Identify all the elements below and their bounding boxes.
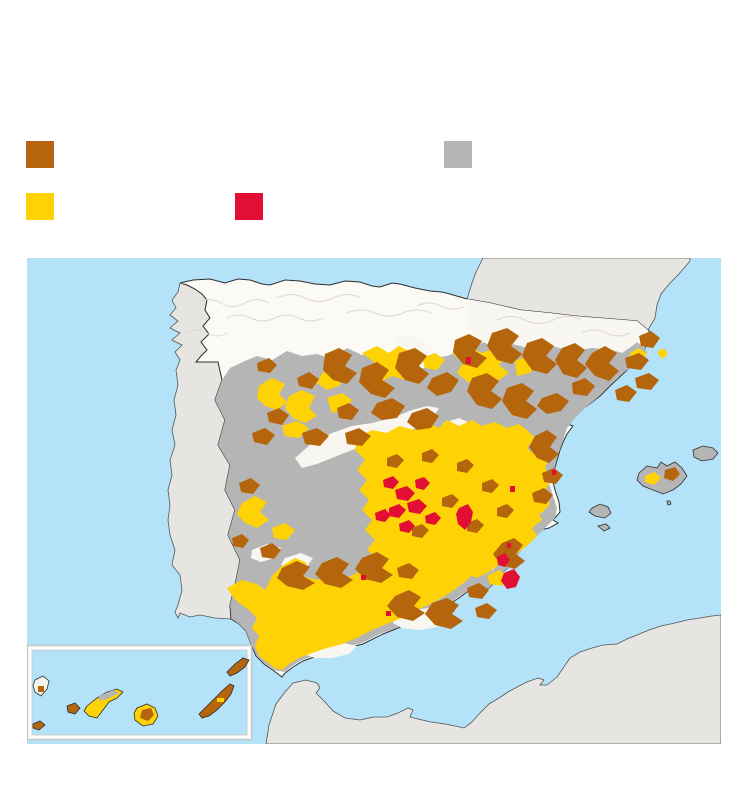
spain-risk-map	[27, 258, 721, 744]
canary-islands-inset	[27, 644, 253, 741]
relief-lines	[186, 294, 631, 337]
mallorca-brown	[664, 467, 680, 481]
legend-swatch-yellow	[26, 193, 54, 220]
risk-zone-brown	[232, 328, 660, 629]
map-container	[27, 258, 721, 744]
la-palma-brown	[38, 686, 44, 692]
gran-canaria-brown	[140, 708, 154, 721]
balearic-islands	[588, 445, 719, 532]
ibiza	[588, 503, 612, 519]
el-hierro	[32, 720, 46, 731]
menorca	[692, 445, 719, 462]
legend-swatch-red	[235, 193, 263, 220]
mallorca-yellow	[645, 472, 661, 485]
north-africa-landmass	[265, 614, 721, 744]
legend-swatch-gray	[444, 141, 472, 168]
risk-zone-red	[361, 357, 556, 616]
cabrera	[666, 500, 672, 506]
formentera	[597, 523, 611, 532]
legend-swatch-brown	[26, 141, 54, 168]
tenerife-ridge	[99, 690, 119, 701]
lanzarote	[226, 657, 250, 677]
fuerteventura-yellow	[217, 698, 224, 702]
fuerteventura	[198, 683, 235, 719]
tenerife	[83, 688, 124, 719]
la-gomera	[66, 702, 81, 715]
